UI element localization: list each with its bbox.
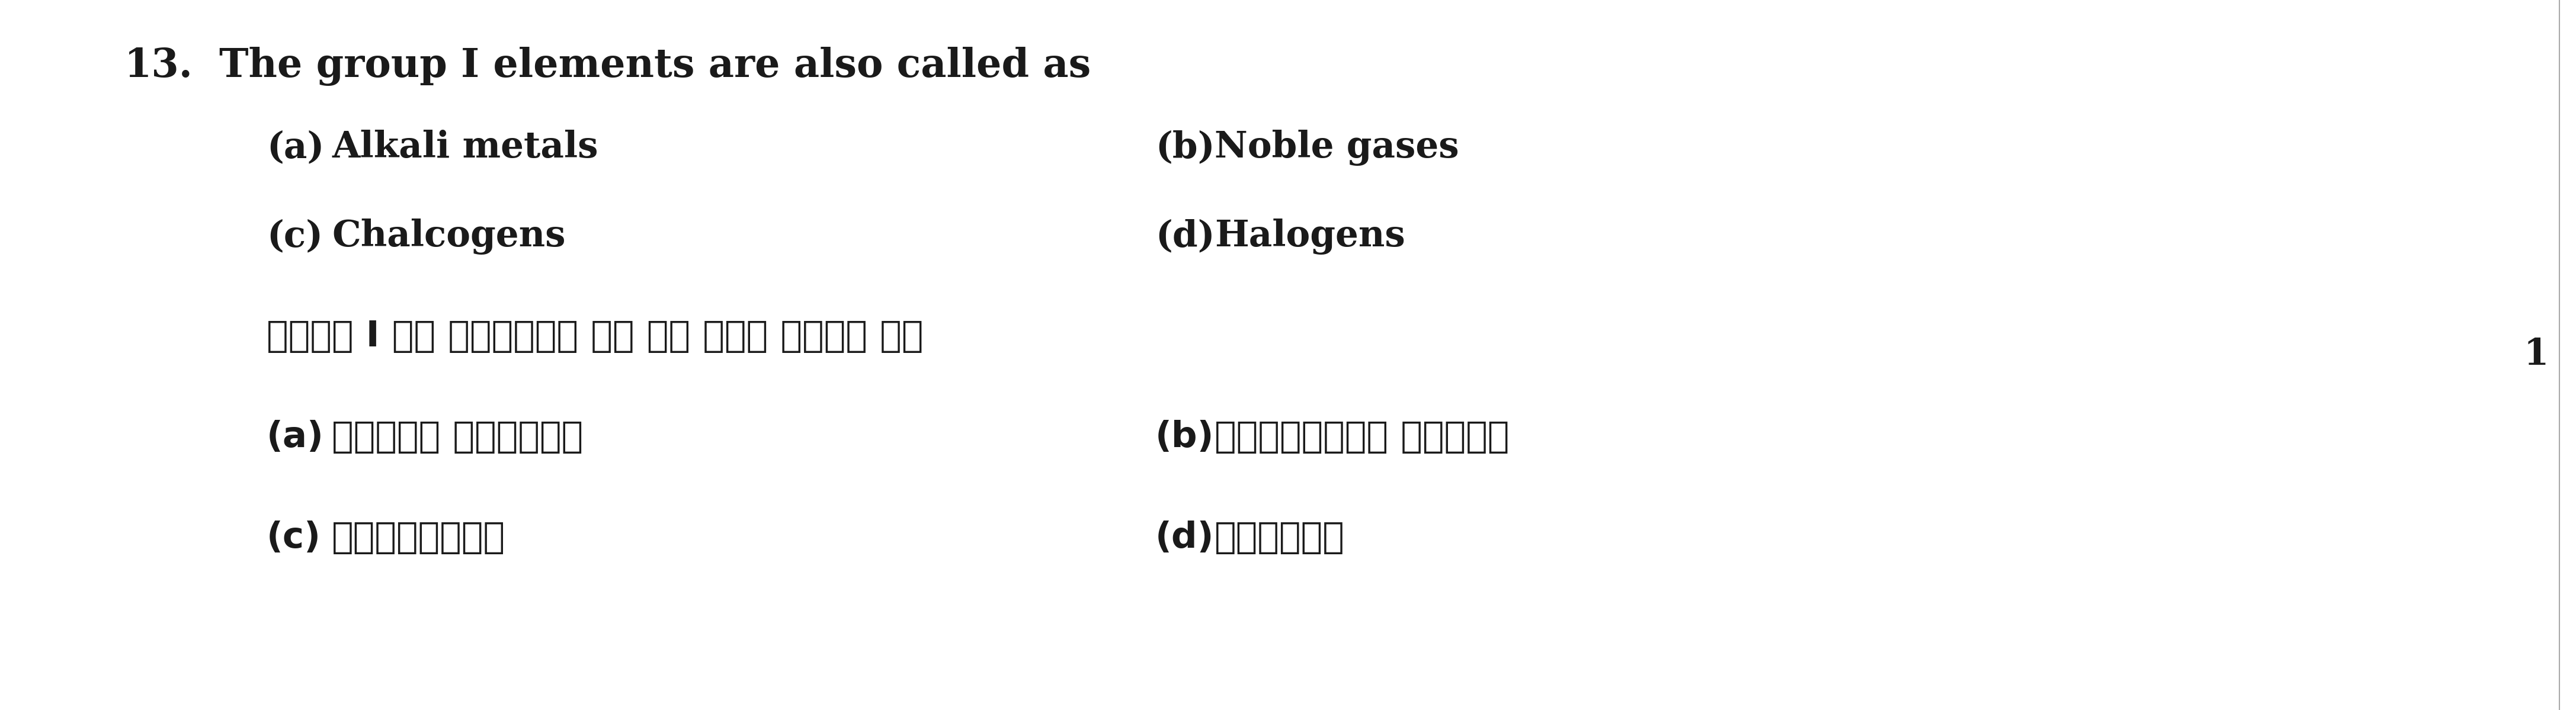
Text: (b): (b): [1154, 420, 1213, 455]
Text: Halogens: Halogens: [1213, 219, 1404, 255]
Text: (d): (d): [1154, 520, 1213, 555]
Text: समूह I के तत्वों को भी कहा जाता है: समूह I के तत्वों को भी कहा जाता है: [265, 320, 922, 354]
Text: (a): (a): [265, 130, 325, 165]
Text: (c): (c): [265, 520, 322, 555]
Text: क्षार धातुएँ: क्षार धातुएँ: [332, 420, 582, 455]
Text: हैलोजन: हैलोजन: [1213, 520, 1345, 555]
Text: Noble gases: Noble gases: [1213, 130, 1458, 166]
Text: The group I elements are also called as: The group I elements are also called as: [219, 47, 1090, 86]
Text: Alkali metals: Alkali metals: [332, 130, 598, 165]
Text: चालकोजेन: चालकोजेन: [332, 520, 505, 555]
Text: 13.: 13.: [124, 47, 193, 85]
Text: (a): (a): [265, 420, 325, 455]
Text: (b): (b): [1154, 130, 1216, 165]
Text: (d): (d): [1154, 219, 1216, 254]
Text: उत्कृष्ट गैसें: उत्कृष्ट गैसें: [1213, 420, 1510, 455]
Text: Chalcogens: Chalcogens: [332, 219, 567, 255]
Text: 1: 1: [2524, 337, 2550, 373]
Text: (c): (c): [265, 219, 322, 254]
